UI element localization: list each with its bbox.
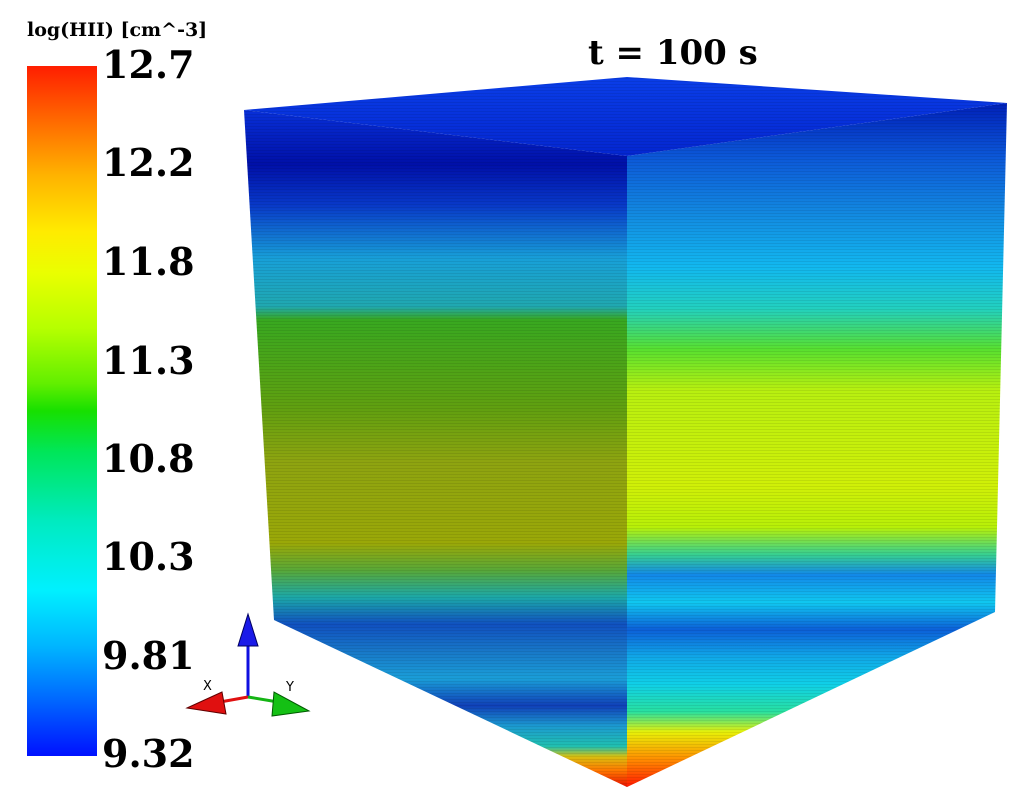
time-label: t = 100 s xyxy=(588,33,758,73)
colorbar-tick-label: 12.2 xyxy=(102,140,195,185)
x-axis-label: X xyxy=(203,679,212,694)
colorbar-tick-label: 10.3 xyxy=(102,534,195,579)
colorbar-tick-label: 11.3 xyxy=(102,338,195,383)
x-axis-arrow xyxy=(185,691,227,715)
colorbar-tick-label: 9.81 xyxy=(102,633,195,678)
colorbar-tick-label: 11.8 xyxy=(102,239,195,284)
cube-top-face-shading xyxy=(244,77,1007,156)
colorbar-tick-label: 10.8 xyxy=(102,436,195,481)
cube-left-face-shading xyxy=(244,110,627,787)
y-axis-label: Y xyxy=(285,680,294,695)
z-axis-arrow xyxy=(237,612,259,647)
x-axis-line xyxy=(219,695,249,704)
cube-right-face-shading xyxy=(627,103,1007,787)
y-axis-arrow xyxy=(271,691,311,717)
axes-triad: X Y xyxy=(185,612,311,717)
legend-title: log(HII) [cm^-3] xyxy=(27,19,208,41)
colorbar-tick-label: 9.32 xyxy=(102,731,195,776)
colorbar xyxy=(27,66,97,756)
colorbar-tick-label: 12.7 xyxy=(102,42,195,87)
